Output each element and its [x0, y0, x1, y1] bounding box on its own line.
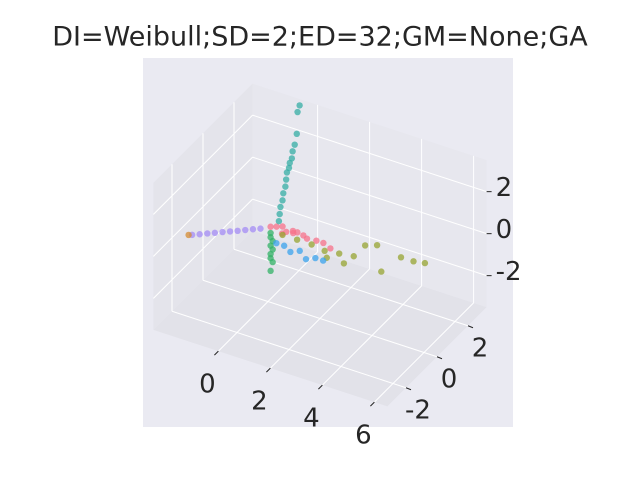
point — [285, 164, 293, 172]
tick-label: 0 — [441, 364, 458, 394]
grid-line — [171, 310, 407, 389]
point — [287, 248, 294, 256]
point — [234, 227, 241, 235]
point — [280, 190, 287, 197]
point — [267, 223, 274, 230]
point — [421, 259, 429, 267]
point — [279, 197, 286, 204]
point — [327, 245, 334, 252]
point — [320, 239, 327, 247]
point — [340, 260, 348, 267]
point — [288, 155, 296, 162]
points — [185, 102, 429, 275]
tick-label: 6 — [355, 421, 372, 451]
point — [308, 241, 315, 248]
point — [293, 130, 300, 138]
grid-line — [252, 198, 487, 277]
point — [267, 267, 274, 275]
point — [303, 235, 311, 242]
point — [276, 210, 283, 218]
tick-mark — [436, 356, 443, 360]
point — [397, 254, 405, 261]
point — [279, 231, 286, 239]
point — [275, 217, 283, 225]
point — [273, 223, 280, 230]
point — [204, 230, 211, 237]
grid-line — [252, 156, 487, 235]
grid-line — [252, 114, 487, 193]
point — [249, 226, 257, 233]
tick-mark — [405, 387, 412, 391]
tick-label: 0 — [199, 370, 216, 400]
grid — [153, 102, 487, 403]
tick-mark — [467, 325, 474, 329]
tick-mark — [266, 367, 271, 373]
point — [282, 183, 289, 190]
point — [289, 148, 296, 155]
point — [269, 258, 276, 266]
tick-label: 2 — [472, 333, 489, 363]
point — [291, 141, 298, 148]
tick-label: -2 — [496, 257, 522, 287]
point — [373, 242, 381, 249]
grid-line — [153, 114, 253, 215]
tick-label: 0 — [496, 215, 513, 245]
tick-label: 2 — [251, 387, 268, 417]
point — [211, 229, 219, 237]
grid-line — [202, 279, 438, 358]
point — [361, 242, 369, 249]
point — [277, 203, 284, 211]
point — [280, 242, 288, 249]
grid-line — [153, 198, 253, 299]
point — [294, 108, 301, 116]
point — [226, 228, 234, 235]
point — [296, 102, 303, 109]
chart-title: DI=Weibull;SD=2;ED=32;GM=None;GA — [52, 22, 588, 53]
point — [219, 228, 226, 236]
point — [378, 268, 385, 275]
point — [296, 247, 303, 255]
tick-label: 2 — [496, 173, 513, 203]
tick-label: -2 — [405, 395, 431, 425]
point — [312, 254, 319, 262]
point — [196, 231, 203, 238]
point — [242, 226, 249, 234]
point — [282, 176, 290, 183]
point — [257, 225, 264, 232]
grid-line — [153, 156, 253, 257]
tick-mark — [214, 350, 219, 356]
point — [313, 237, 320, 244]
point — [290, 229, 297, 237]
point — [319, 257, 327, 264]
point — [293, 236, 301, 243]
tick-mark — [318, 384, 323, 390]
point — [321, 247, 328, 255]
point — [410, 258, 417, 265]
point — [350, 253, 357, 260]
point — [279, 223, 286, 230]
point — [273, 240, 280, 247]
point — [302, 255, 310, 263]
tick-mark — [370, 401, 375, 407]
tick-label: 4 — [303, 404, 320, 434]
point — [336, 250, 343, 257]
point — [185, 231, 192, 239]
